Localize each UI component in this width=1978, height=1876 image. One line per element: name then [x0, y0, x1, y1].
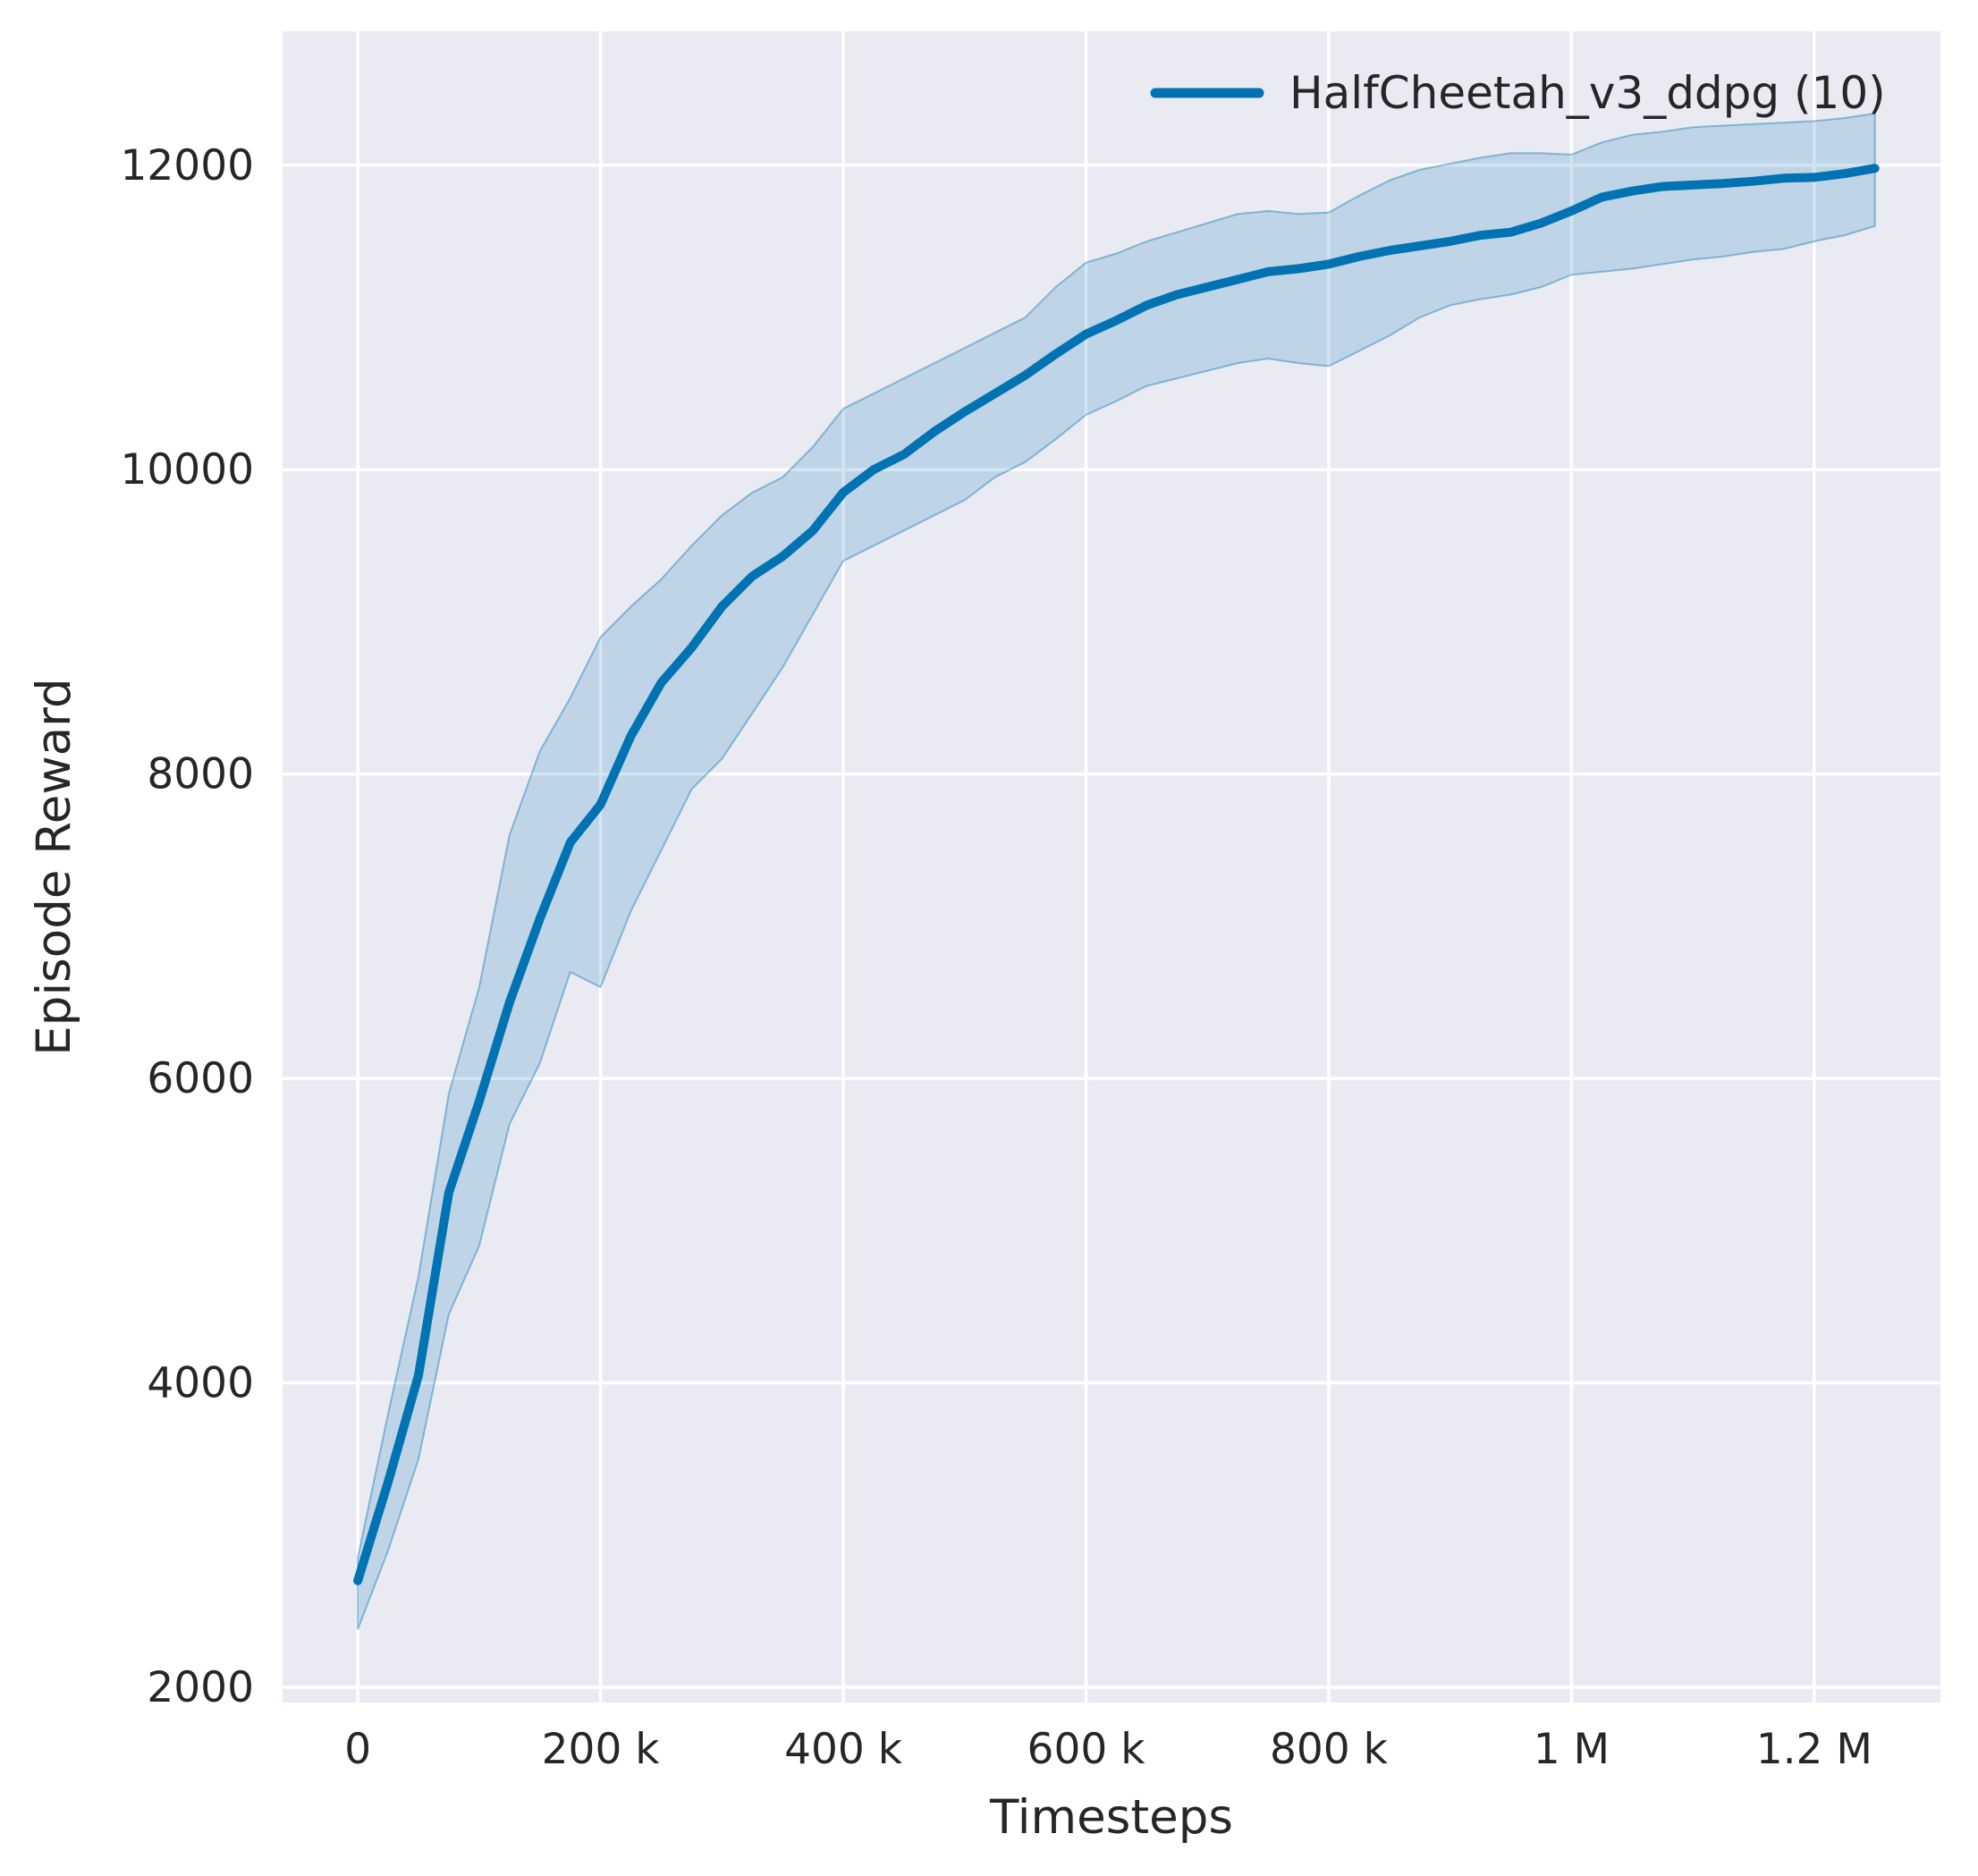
x-axis-label: Timesteps: [989, 1790, 1233, 1845]
y-tick-label: 6000: [147, 1054, 254, 1103]
y-tick-label: 10000: [120, 445, 254, 494]
x-tick-label: 1 M: [1534, 1725, 1610, 1774]
y-tick-label: 4000: [147, 1359, 254, 1408]
confidence-band: [357, 112, 1876, 1630]
y-tick-label: 8000: [147, 750, 254, 799]
series-line: [353, 164, 1880, 1585]
x-tick-label: 200 k: [542, 1725, 661, 1774]
grid-lines: [283, 31, 1940, 1703]
series-layer: [353, 112, 1880, 1630]
tick-labels: 0 200 k 400 k 600 k 800 k 1 M 1.2 M 2000 4000 600…: [120, 141, 1872, 1774]
x-tick-label: 0: [344, 1725, 371, 1774]
x-tick-label: 1.2 M: [1756, 1725, 1872, 1774]
x-tick-label: 800 k: [1270, 1725, 1389, 1774]
y-tick-label: 2000: [147, 1663, 254, 1712]
legend: HalfCheetah_v3_ddpg (10): [1150, 67, 1886, 119]
y-tick-label: 12000: [120, 141, 254, 190]
legend-label: HalfCheetah_v3_ddpg (10): [1289, 67, 1886, 119]
y-axis-label: Episode Reward: [27, 678, 81, 1055]
x-tick-label: 400 k: [784, 1725, 903, 1774]
x-tick-label: 600 k: [1027, 1725, 1146, 1774]
